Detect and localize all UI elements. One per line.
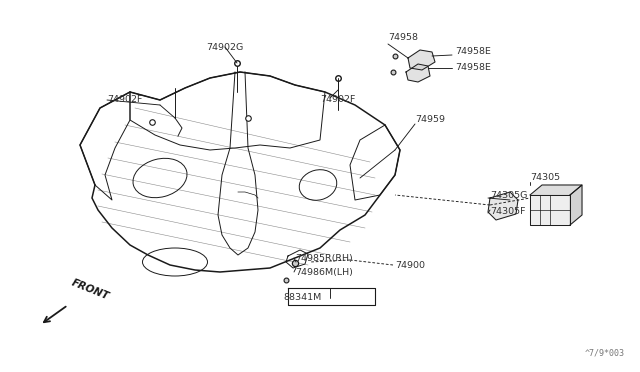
Text: 74958: 74958 — [388, 33, 418, 42]
Text: 74305F: 74305F — [490, 208, 525, 217]
Polygon shape — [530, 185, 582, 195]
Text: 74902F: 74902F — [107, 96, 142, 105]
Polygon shape — [530, 195, 570, 225]
Text: 74958E: 74958E — [455, 64, 491, 73]
Text: FRONT: FRONT — [70, 278, 111, 302]
Text: 74985R(RH): 74985R(RH) — [295, 253, 353, 263]
Text: 74900: 74900 — [395, 260, 425, 269]
Text: 74305: 74305 — [530, 173, 560, 183]
Text: ^7/9*003: ^7/9*003 — [585, 349, 625, 358]
Text: 74986M(LH): 74986M(LH) — [295, 267, 353, 276]
Text: 74305G: 74305G — [490, 192, 527, 201]
Polygon shape — [408, 50, 435, 70]
Text: 74959: 74959 — [415, 115, 445, 125]
Polygon shape — [488, 192, 518, 220]
Text: 74902G: 74902G — [206, 42, 244, 51]
Polygon shape — [406, 64, 430, 82]
Text: 74902F: 74902F — [320, 96, 355, 105]
Polygon shape — [570, 185, 582, 225]
Text: 74958E: 74958E — [455, 48, 491, 57]
Text: 88341M: 88341M — [284, 294, 322, 302]
